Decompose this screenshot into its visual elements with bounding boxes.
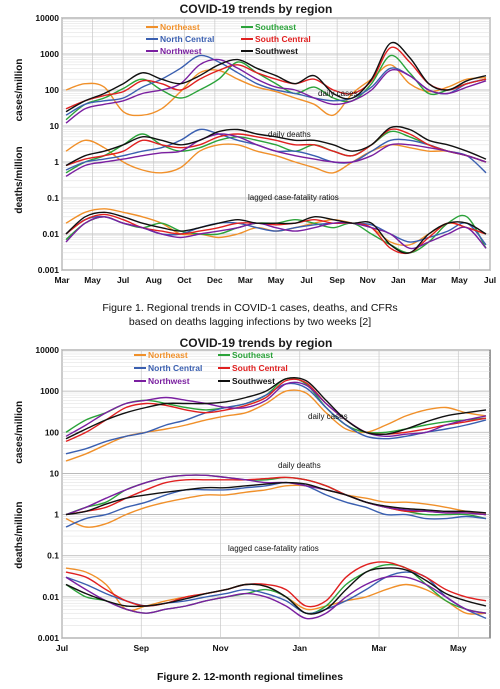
series-line-cases-southwest [65,41,487,113]
series-line-deaths-northeast [65,484,487,528]
chart-figure-1: COVID-19 trends by region 10000 1000 100 10 1… [14,2,496,285]
y-tick-label: 10 [50,121,60,131]
series-line-cases-south-central [65,46,487,110]
x-tick-label: Sep [329,275,345,285]
legend-entry: South Central [232,363,288,373]
chart-annotation: daily cases [318,89,358,98]
series-line-cases-southwest [65,376,487,440]
chart-title: COVID-19 trends by region [180,2,333,16]
series-line-deaths-south-central [65,476,487,516]
y-tick-label: 10000 [35,13,59,23]
x-tick-label: Mar [371,643,387,653]
y-axis-label-upper: cases/million [14,59,25,122]
x-tick-label: Aug [145,275,162,285]
series-line-cases-northeast [65,64,487,117]
figure-1-caption-line1: Figure 1. Regional trends in COVID-1 cas… [102,302,398,314]
y-tick-label: 0.001 [38,633,60,643]
y-tick-label: 0.01 [42,592,59,602]
y-tick-label: 0.01 [42,229,59,239]
x-tick-label: Dec [207,275,223,285]
figure-1-caption: Figure 1. Regional trends in COVID-1 cas… [0,301,500,329]
figure-1-caption-line2: based on deaths lagging infections by tw… [128,316,372,328]
legend-entry: Southwest [255,46,298,56]
y-tick-label: 0.1 [47,193,59,203]
x-tick-label: Jul [300,275,312,285]
y-tick-label: 1000 [40,386,59,396]
x-tick-label: Jan [292,643,307,653]
legend-entry: Southeast [232,350,273,360]
x-tick-label: May [451,275,468,285]
series-line-deaths-northwest [65,133,487,177]
y-tick-label: 0.1 [47,551,59,561]
x-tick-label: Sep [133,643,149,653]
chart-annotation: daily deaths [278,461,321,470]
y-tick-label: 0.001 [38,265,60,275]
chart-title: COVID-19 trends by region [180,336,333,350]
x-tick-label: Jan [391,275,406,285]
legend-entry: Northeast [160,22,200,32]
x-tick-label: Jul [117,275,129,285]
series-line-deaths-north-central [65,481,487,528]
series-line-deaths-southeast [65,130,487,174]
legend-entry: North Central [148,363,202,373]
legend-entry: Northwest [160,46,202,56]
figure-2-caption: Figure 2. 12-month regional timelines [156,671,344,683]
x-tick-label: Mar [421,275,437,285]
chart-annotation: lagged case-fatality ratios [248,193,339,202]
series-line-cases-northwest [65,58,487,124]
y-axis-label-lower: deaths/million [14,502,25,569]
y-tick-label: 100 [45,85,59,95]
x-tick-label: May [268,275,285,285]
series-line-deaths-south-central [65,128,487,167]
series-line-cfr-northwest [65,575,487,620]
x-tick-label: May [84,275,101,285]
y-tick-label: 100 [45,427,59,437]
x-tick-label: Mar [54,275,70,285]
legend-entry: South Central [255,34,311,44]
x-tick-label: Jul [56,643,68,653]
x-tick-label: Nov [360,275,376,285]
y-tick-label: 1 [54,510,59,520]
series-line-cfr-southwest [65,211,487,254]
legend-entry: Southwest [232,376,275,386]
legend-entry: North Central [160,34,214,44]
y-tick-label: 1000 [40,49,59,59]
y-tick-label: 10000 [35,345,59,355]
series-line-cases-south-central [65,378,487,443]
x-tick-label: May [450,643,467,653]
series-line-cases-northwest [65,381,487,438]
series-line-cfr-south-central [65,561,487,608]
chart-figure-2: COVID-19 trends by region 10000 1000 100 10 1… [14,336,491,653]
series-line-deaths-southwest [65,481,487,516]
chart-annotation: daily deaths [268,130,311,139]
y-axis-label-upper: cases/million [14,401,25,464]
x-tick-label: Oct [177,275,191,285]
legend-entry: Southeast [255,22,296,32]
y-tick-label: 1 [54,157,59,167]
y-tick-label: 10 [50,468,60,478]
series-line-cfr-southwest [65,567,487,615]
legend-entry: Northwest [148,376,190,386]
legend-entry: Northeast [148,350,188,360]
x-tick-label: Nov [212,643,228,653]
x-tick-label: Mar [238,275,254,285]
y-axis-label-lower: deaths/million [14,146,25,213]
chart-annotation: daily cases [308,412,348,421]
chart-annotation: lagged case-fatality ratios [228,544,319,553]
x-tick-label: Jul [484,275,496,285]
series-line-deaths-southwest [65,125,487,167]
series-line-deaths-northeast [65,139,487,174]
